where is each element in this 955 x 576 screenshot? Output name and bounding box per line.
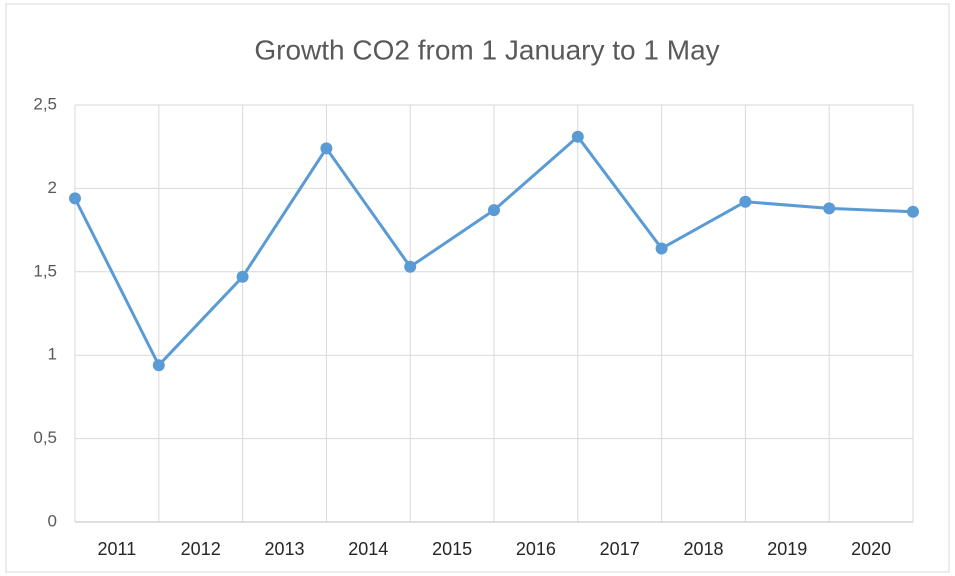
y-tick-label: 1 xyxy=(48,345,57,364)
point xyxy=(739,195,752,208)
point xyxy=(404,260,417,273)
y-tick-label: 0,5 xyxy=(33,428,57,447)
x-tick-label: 2011 xyxy=(98,539,137,559)
x-tick-label: 2020 xyxy=(851,539,891,559)
point xyxy=(69,192,81,205)
x-tick-label: 2014 xyxy=(348,539,388,559)
point xyxy=(488,204,500,217)
point xyxy=(655,242,668,255)
point xyxy=(236,270,249,283)
point xyxy=(907,205,919,218)
chart-title: Growth CO2 from 1 January to 1 May xyxy=(254,34,719,65)
y-tick-label: 2 xyxy=(48,178,57,197)
point xyxy=(320,142,333,155)
x-tick-label: 2017 xyxy=(600,539,640,559)
point xyxy=(823,202,836,215)
y-tick-label: 1,5 xyxy=(33,261,57,280)
x-tick-label: 2019 xyxy=(767,539,807,559)
chart-frame xyxy=(5,3,950,573)
y-tick-label: 0 xyxy=(48,511,57,530)
point xyxy=(152,359,165,372)
point xyxy=(571,130,584,143)
y-tick-label: 2,5 xyxy=(33,94,57,113)
x-tick-label: 2016 xyxy=(516,539,556,559)
x-tick-label: 2012 xyxy=(181,539,221,559)
x-tick-label: 2018 xyxy=(683,539,723,559)
x-tick-label: 2013 xyxy=(264,539,304,559)
x-tick-label: 2015 xyxy=(432,539,472,559)
